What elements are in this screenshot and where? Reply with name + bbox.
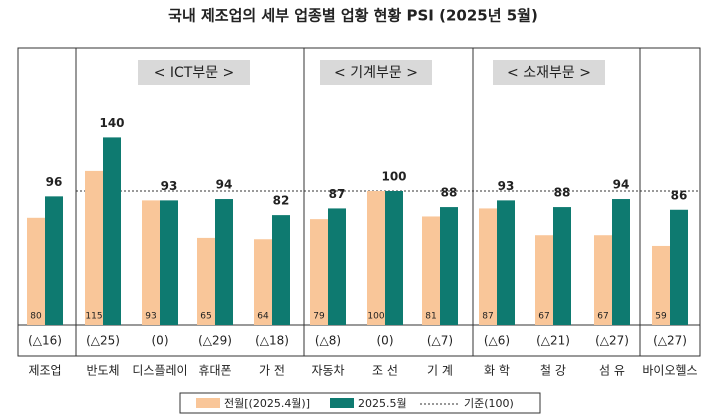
value-label: 100 [381,170,406,184]
group-box [320,60,432,85]
bar [27,217,45,325]
bar [254,239,272,325]
change-label: (△18) [255,334,289,348]
legend-label: 2025.5월 [358,397,407,410]
change-label: (△21) [536,334,570,348]
value-label: 93 [161,179,178,193]
x-tick-label: 제조업 [28,364,61,378]
change-label: (△29) [198,334,232,348]
group-box [493,60,605,85]
group-label: < 기계부문 > [334,65,418,81]
x-tick-label: 바이오헬스 [642,364,697,378]
bar [670,209,688,325]
bar [142,200,160,325]
value-label: 64 [257,312,269,322]
change-label: (△8) [315,334,341,348]
value-label: 86 [671,188,688,202]
x-tick-label: 섬 유 [599,364,625,378]
legend [179,392,541,414]
bar [197,237,215,325]
value-label: 96 [46,175,63,189]
x-tick-label: 철 강 [540,364,566,378]
bar [328,208,346,325]
value-label: 80 [30,312,42,322]
bar [310,219,328,325]
x-tick-label: 기 계 [427,364,453,378]
value-label: 81 [425,312,436,322]
value-label: 93 [498,179,515,193]
x-tick-label: 조 선 [372,364,398,378]
change-label: (△16) [28,334,62,348]
bar [385,191,403,325]
value-label: 94 [613,178,630,192]
legend-label: 기준(100) [464,397,514,410]
value-label: 140 [99,116,124,130]
bar [535,235,553,325]
change-label: (△27) [653,334,687,348]
value-label: 94 [216,178,233,192]
bar [594,235,612,325]
legend-swatch [330,398,354,408]
chart-title: 국내 제조업의 세부 업종별 업황 현황 PSI (2025년 5월) [168,7,538,25]
value-label: 100 [367,312,384,322]
legend-swatch [196,398,220,408]
value-label: 115 [85,312,102,322]
value-label: 82 [273,194,290,208]
change-label: (△7) [427,334,453,348]
value-label: 67 [538,312,549,322]
bar [497,200,515,325]
bar [215,199,233,325]
group-label: < ICT부문 > [154,65,235,81]
change-label: (0) [152,334,169,348]
value-label: 93 [145,312,156,322]
bar [479,208,497,325]
bar [85,170,103,325]
panel [17,47,701,357]
value-label: 59 [655,312,667,322]
change-label: (0) [377,334,394,348]
bar [367,191,385,325]
value-label: 65 [200,312,211,322]
value-label: 87 [329,187,346,201]
bar [103,137,121,325]
bar [440,207,458,325]
value-label: 88 [554,186,571,200]
value-label: 87 [482,312,493,322]
bar [612,199,630,325]
value-label: 67 [597,312,608,322]
x-tick-label: 자동차 [311,364,344,378]
value-label: 88 [441,186,458,200]
bar [652,245,670,325]
bar [272,215,290,325]
change-label: (△27) [595,334,629,348]
bar [422,216,440,325]
bar [553,207,571,325]
x-tick-label: 반도체 [86,364,119,378]
x-tick-label: 화 학 [484,364,510,378]
change-label: (△6) [484,334,510,348]
bar [45,196,63,325]
value-label: 79 [313,312,325,322]
change-label: (△25) [86,334,120,348]
bar [160,200,178,325]
x-tick-label: 가 전 [259,364,285,378]
x-tick-label: 휴대폰 [198,364,231,378]
group-label: < 소재부문 > [507,65,591,81]
x-tick-label: 디스플레이 [132,364,187,378]
group-box [138,60,250,85]
legend-label: 전월[(2025.4월)] [224,397,310,410]
